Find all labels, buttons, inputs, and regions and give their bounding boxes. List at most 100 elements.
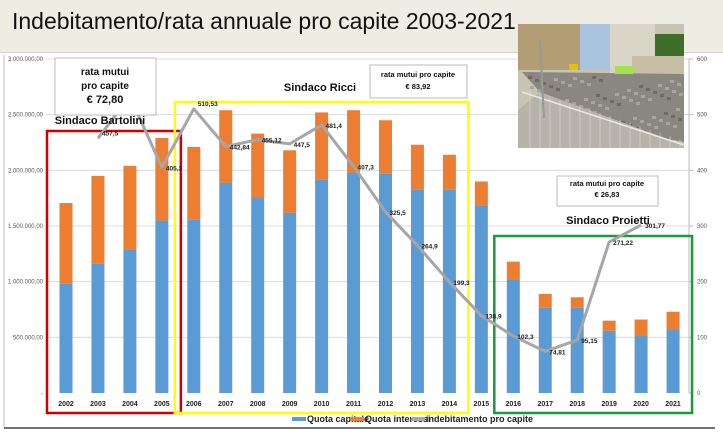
- data-label: 138,9: [485, 314, 502, 321]
- frame-ricci: [173, 100, 470, 415]
- bar-quota-capitale-2007: [219, 182, 233, 393]
- left-tick-label: -: [41, 391, 43, 397]
- bar-quota-capitale-2006: [187, 219, 201, 393]
- data-label: 510,53: [198, 101, 218, 108]
- left-tick-label: 1.500.000,00: [8, 224, 44, 230]
- data-label: 301,77: [645, 223, 665, 230]
- data-label: 405,3: [166, 165, 183, 172]
- label-sindaco-bartolini: Sindaco Bartolini: [55, 115, 145, 127]
- legend-swatch: [350, 417, 364, 421]
- data-label: 74,81: [549, 349, 566, 356]
- annotation-text: rata mutui pro capite: [381, 70, 455, 79]
- bar-quota-interessi-2021: [666, 311, 680, 330]
- x-tick-label: 2017: [537, 401, 553, 408]
- right-tick-label: 400: [697, 168, 708, 174]
- data-label: 442,84: [230, 144, 250, 151]
- bar-quota-interessi-2020: [634, 319, 648, 336]
- right-tick-label: 600: [697, 57, 708, 63]
- bar-quota-interessi-2013: [410, 144, 424, 190]
- annotation-box-bartolini: [54, 57, 157, 116]
- data-label: 271,22: [613, 240, 633, 247]
- annotation-box-ricci: [369, 64, 468, 99]
- bar-quota-interessi-2003: [91, 175, 105, 264]
- bar-quota-interessi-2009: [283, 150, 297, 213]
- x-tick-label: 2013: [410, 401, 426, 408]
- bar-quota-interessi-2016: [506, 261, 520, 280]
- bar-quota-capitale-2015: [474, 205, 488, 393]
- left-tick-label: 1.000.000,00: [8, 280, 44, 286]
- bar-quota-interessi-2002: [59, 203, 73, 284]
- label-sindaco-ricci: Sindaco Ricci: [284, 82, 356, 94]
- x-tick-label: 2008: [250, 401, 266, 408]
- x-tick-label: 2002: [58, 401, 74, 408]
- right-tick-label: 500: [697, 113, 708, 119]
- construction-site-photo: [518, 24, 685, 148]
- bar-quota-capitale-2005: [155, 220, 169, 393]
- frame-bartolini: [45, 129, 183, 415]
- x-tick-label: 2015: [474, 401, 490, 408]
- x-tick-label: 2019: [601, 401, 617, 408]
- legend-swatch: [411, 417, 425, 421]
- x-tick-label: 2018: [569, 401, 585, 408]
- right-tick-label: 100: [697, 335, 708, 341]
- bar-quota-interessi-2005: [155, 138, 169, 221]
- data-label: 199,3: [453, 280, 470, 287]
- bar-quota-interessi-2006: [187, 146, 201, 220]
- line-indebitamento: [96, 94, 642, 353]
- x-tick-label: 2010: [314, 401, 330, 408]
- right-tick-label: 0: [697, 391, 701, 397]
- x-tick-label: 2003: [90, 401, 106, 408]
- annotation-text: rata mutui: [81, 67, 130, 78]
- annotation-text: € 26,83: [594, 190, 619, 199]
- data-label: 407,3: [358, 164, 375, 171]
- label-sindaco-proietti: Sindaco Proietti: [566, 215, 650, 227]
- bar-quota-interessi-2014: [442, 154, 456, 190]
- bar-quota-capitale-2013: [410, 189, 424, 393]
- bar-quota-capitale-2014: [442, 189, 456, 393]
- legend-label: indebitamento pro capite: [426, 414, 533, 424]
- bar-quota-interessi-2008: [251, 133, 265, 198]
- bar-quota-capitale-2018: [570, 307, 584, 393]
- x-tick-label: 2007: [218, 401, 234, 408]
- annotation-text: rata mutui pro capite: [570, 179, 644, 188]
- x-tick-label: 2014: [442, 401, 458, 408]
- x-tick-label: 2020: [633, 401, 649, 408]
- x-tick-label: 2006: [186, 401, 202, 408]
- annotation-text: pro capite: [81, 81, 129, 92]
- right-tick-label: 300: [697, 224, 708, 230]
- data-label: 264,9: [421, 244, 438, 251]
- left-tick-label: 3.000.000,00: [8, 57, 44, 63]
- x-tick-label: 2016: [506, 401, 522, 408]
- x-tick-label: 2021: [665, 401, 681, 408]
- bar-quota-capitale-2019: [602, 330, 616, 393]
- bar-quota-capitale-2004: [123, 249, 137, 393]
- bar-quota-capitale-2011: [347, 172, 361, 393]
- x-tick-label: 2004: [122, 401, 138, 408]
- frame-proietti: [493, 234, 694, 415]
- x-tick-label: 2011: [346, 401, 361, 408]
- x-tick-label: 2009: [282, 401, 298, 408]
- chart-title: Indebitamento/rata annuale pro capite 20…: [12, 8, 516, 34]
- data-label: 325,5: [390, 210, 407, 217]
- bar-quota-interessi-2015: [474, 181, 488, 206]
- data-label: 457,5: [102, 130, 119, 137]
- annotation-text: € 72,80: [87, 94, 124, 106]
- bar-quota-capitale-2020: [634, 335, 648, 393]
- annotation-text: € 83,92: [405, 82, 430, 91]
- bar-quota-interessi-2011: [347, 110, 361, 173]
- bar-quota-interessi-2004: [123, 165, 137, 250]
- annotation-box-proietti: [556, 175, 659, 207]
- bar-quota-capitale-2009: [283, 212, 297, 393]
- data-label: 455,12: [262, 138, 282, 145]
- right-tick-label: 200: [697, 280, 708, 286]
- bar-quota-interessi-2017: [538, 293, 552, 308]
- data-label: 481,4: [326, 123, 343, 130]
- data-label: 447,5: [294, 142, 311, 149]
- bar-quota-capitale-2010: [315, 179, 329, 393]
- left-tick-label: 2.000.000,00: [8, 168, 44, 174]
- bar-quota-capitale-2008: [251, 197, 265, 393]
- bar-quota-capitale-2021: [666, 329, 680, 393]
- left-tick-label: 2.500.000,00: [8, 113, 44, 119]
- bar-quota-interessi-2018: [570, 297, 584, 308]
